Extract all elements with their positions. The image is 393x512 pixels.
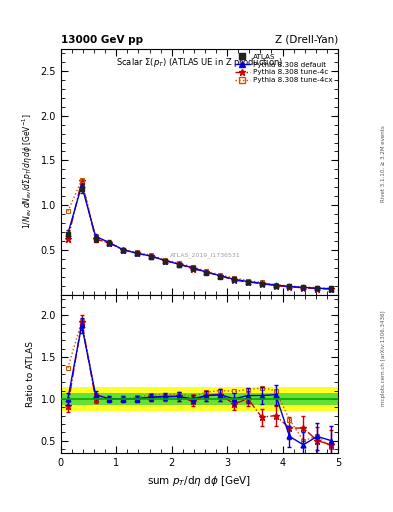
Y-axis label: $1/N_{ev}\,dN_{ev}/d\Sigma p_T/d\eta\,d\phi\;[\mathrm{GeV}^{-1}]$: $1/N_{ev}\,dN_{ev}/d\Sigma p_T/d\eta\,d\… xyxy=(20,114,35,229)
Bar xyxy=(144,393,158,404)
Text: Z (Drell-Yan): Z (Drell-Yan) xyxy=(275,34,338,45)
Bar xyxy=(255,387,269,411)
Bar xyxy=(116,393,130,404)
Bar xyxy=(158,393,172,404)
Bar xyxy=(310,387,324,411)
Bar xyxy=(324,387,338,411)
Bar xyxy=(200,387,213,411)
Bar xyxy=(200,393,213,404)
Bar xyxy=(227,393,241,404)
Text: ATLAS_2019_I1736531: ATLAS_2019_I1736531 xyxy=(170,252,241,258)
Bar xyxy=(185,387,200,411)
Bar xyxy=(130,393,144,404)
Text: 13000 GeV pp: 13000 GeV pp xyxy=(61,34,143,45)
Bar xyxy=(255,393,269,404)
Bar xyxy=(296,387,310,411)
Bar xyxy=(241,387,255,411)
Bar xyxy=(61,393,75,404)
Bar xyxy=(283,393,296,404)
Text: Rivet 3.1.10, ≥ 3.2M events: Rivet 3.1.10, ≥ 3.2M events xyxy=(381,125,386,202)
Bar xyxy=(324,393,338,404)
Bar xyxy=(227,387,241,411)
Bar xyxy=(130,387,144,411)
X-axis label: sum $p_T$/d$\eta$ d$\phi$ [GeV]: sum $p_T$/d$\eta$ d$\phi$ [GeV] xyxy=(147,474,252,487)
Bar xyxy=(75,393,89,404)
Bar xyxy=(213,387,227,411)
Bar xyxy=(172,393,185,404)
Bar xyxy=(144,387,158,411)
Bar xyxy=(185,393,200,404)
Bar xyxy=(241,393,255,404)
Bar xyxy=(158,387,172,411)
Bar xyxy=(89,387,103,411)
Bar xyxy=(283,387,296,411)
Bar xyxy=(310,393,324,404)
Bar xyxy=(269,393,283,404)
Bar xyxy=(116,387,130,411)
Bar xyxy=(89,393,103,404)
Bar xyxy=(269,387,283,411)
Text: mcplots.cern.ch [arXiv:1306.3436]: mcplots.cern.ch [arXiv:1306.3436] xyxy=(381,311,386,406)
Bar xyxy=(213,393,227,404)
Legend: ATLAS, Pythia 8.308 default, Pythia 8.308 tune-4c, Pythia 8.308 tune-4cx: ATLAS, Pythia 8.308 default, Pythia 8.30… xyxy=(233,52,334,85)
Text: Scalar $\Sigma(p_T)$ (ATLAS UE in Z production): Scalar $\Sigma(p_T)$ (ATLAS UE in Z prod… xyxy=(116,56,283,69)
Bar xyxy=(103,393,116,404)
Bar xyxy=(61,387,75,411)
Bar xyxy=(172,387,185,411)
Bar xyxy=(296,393,310,404)
Bar xyxy=(75,387,89,411)
Y-axis label: Ratio to ATLAS: Ratio to ATLAS xyxy=(26,341,35,407)
Bar xyxy=(103,387,116,411)
